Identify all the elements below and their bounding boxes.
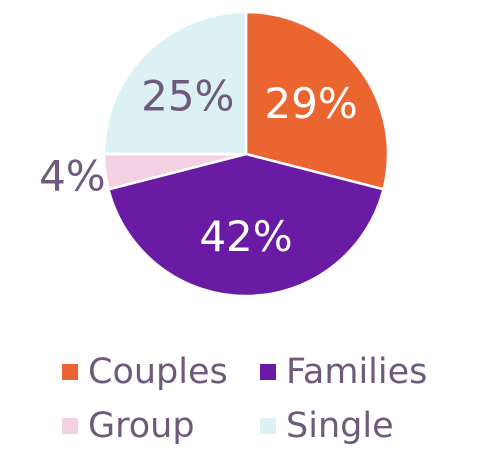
legend-item-couples: Couples [62,352,260,392]
legend-item-families: Families [260,352,460,392]
legend-label-families: Families [286,352,428,392]
legend-swatch-group [62,418,78,434]
legend-label-group: Group [88,406,195,446]
legend-swatch-single [260,418,276,434]
pie-slice-families [106,152,386,298]
pie-slice-single [102,10,248,156]
data-label-group: 4% [39,151,106,200]
data-label-couples: 29% [264,79,357,128]
legend-item-group: Group [62,406,260,446]
legend-item-single: Single [260,406,460,446]
legend-label-single: Single [286,406,394,446]
legend-label-couples: Couples [88,352,228,392]
legend-swatch-couples [62,364,78,380]
legend-swatch-families [260,364,276,380]
pie-svg: 29% 42% 4% 25% [39,10,390,298]
pie-slice-couples [244,10,390,191]
data-label-single: 25% [141,71,234,120]
data-label-families: 42% [199,212,292,261]
legend: Couples Families Group Single [62,352,482,446]
